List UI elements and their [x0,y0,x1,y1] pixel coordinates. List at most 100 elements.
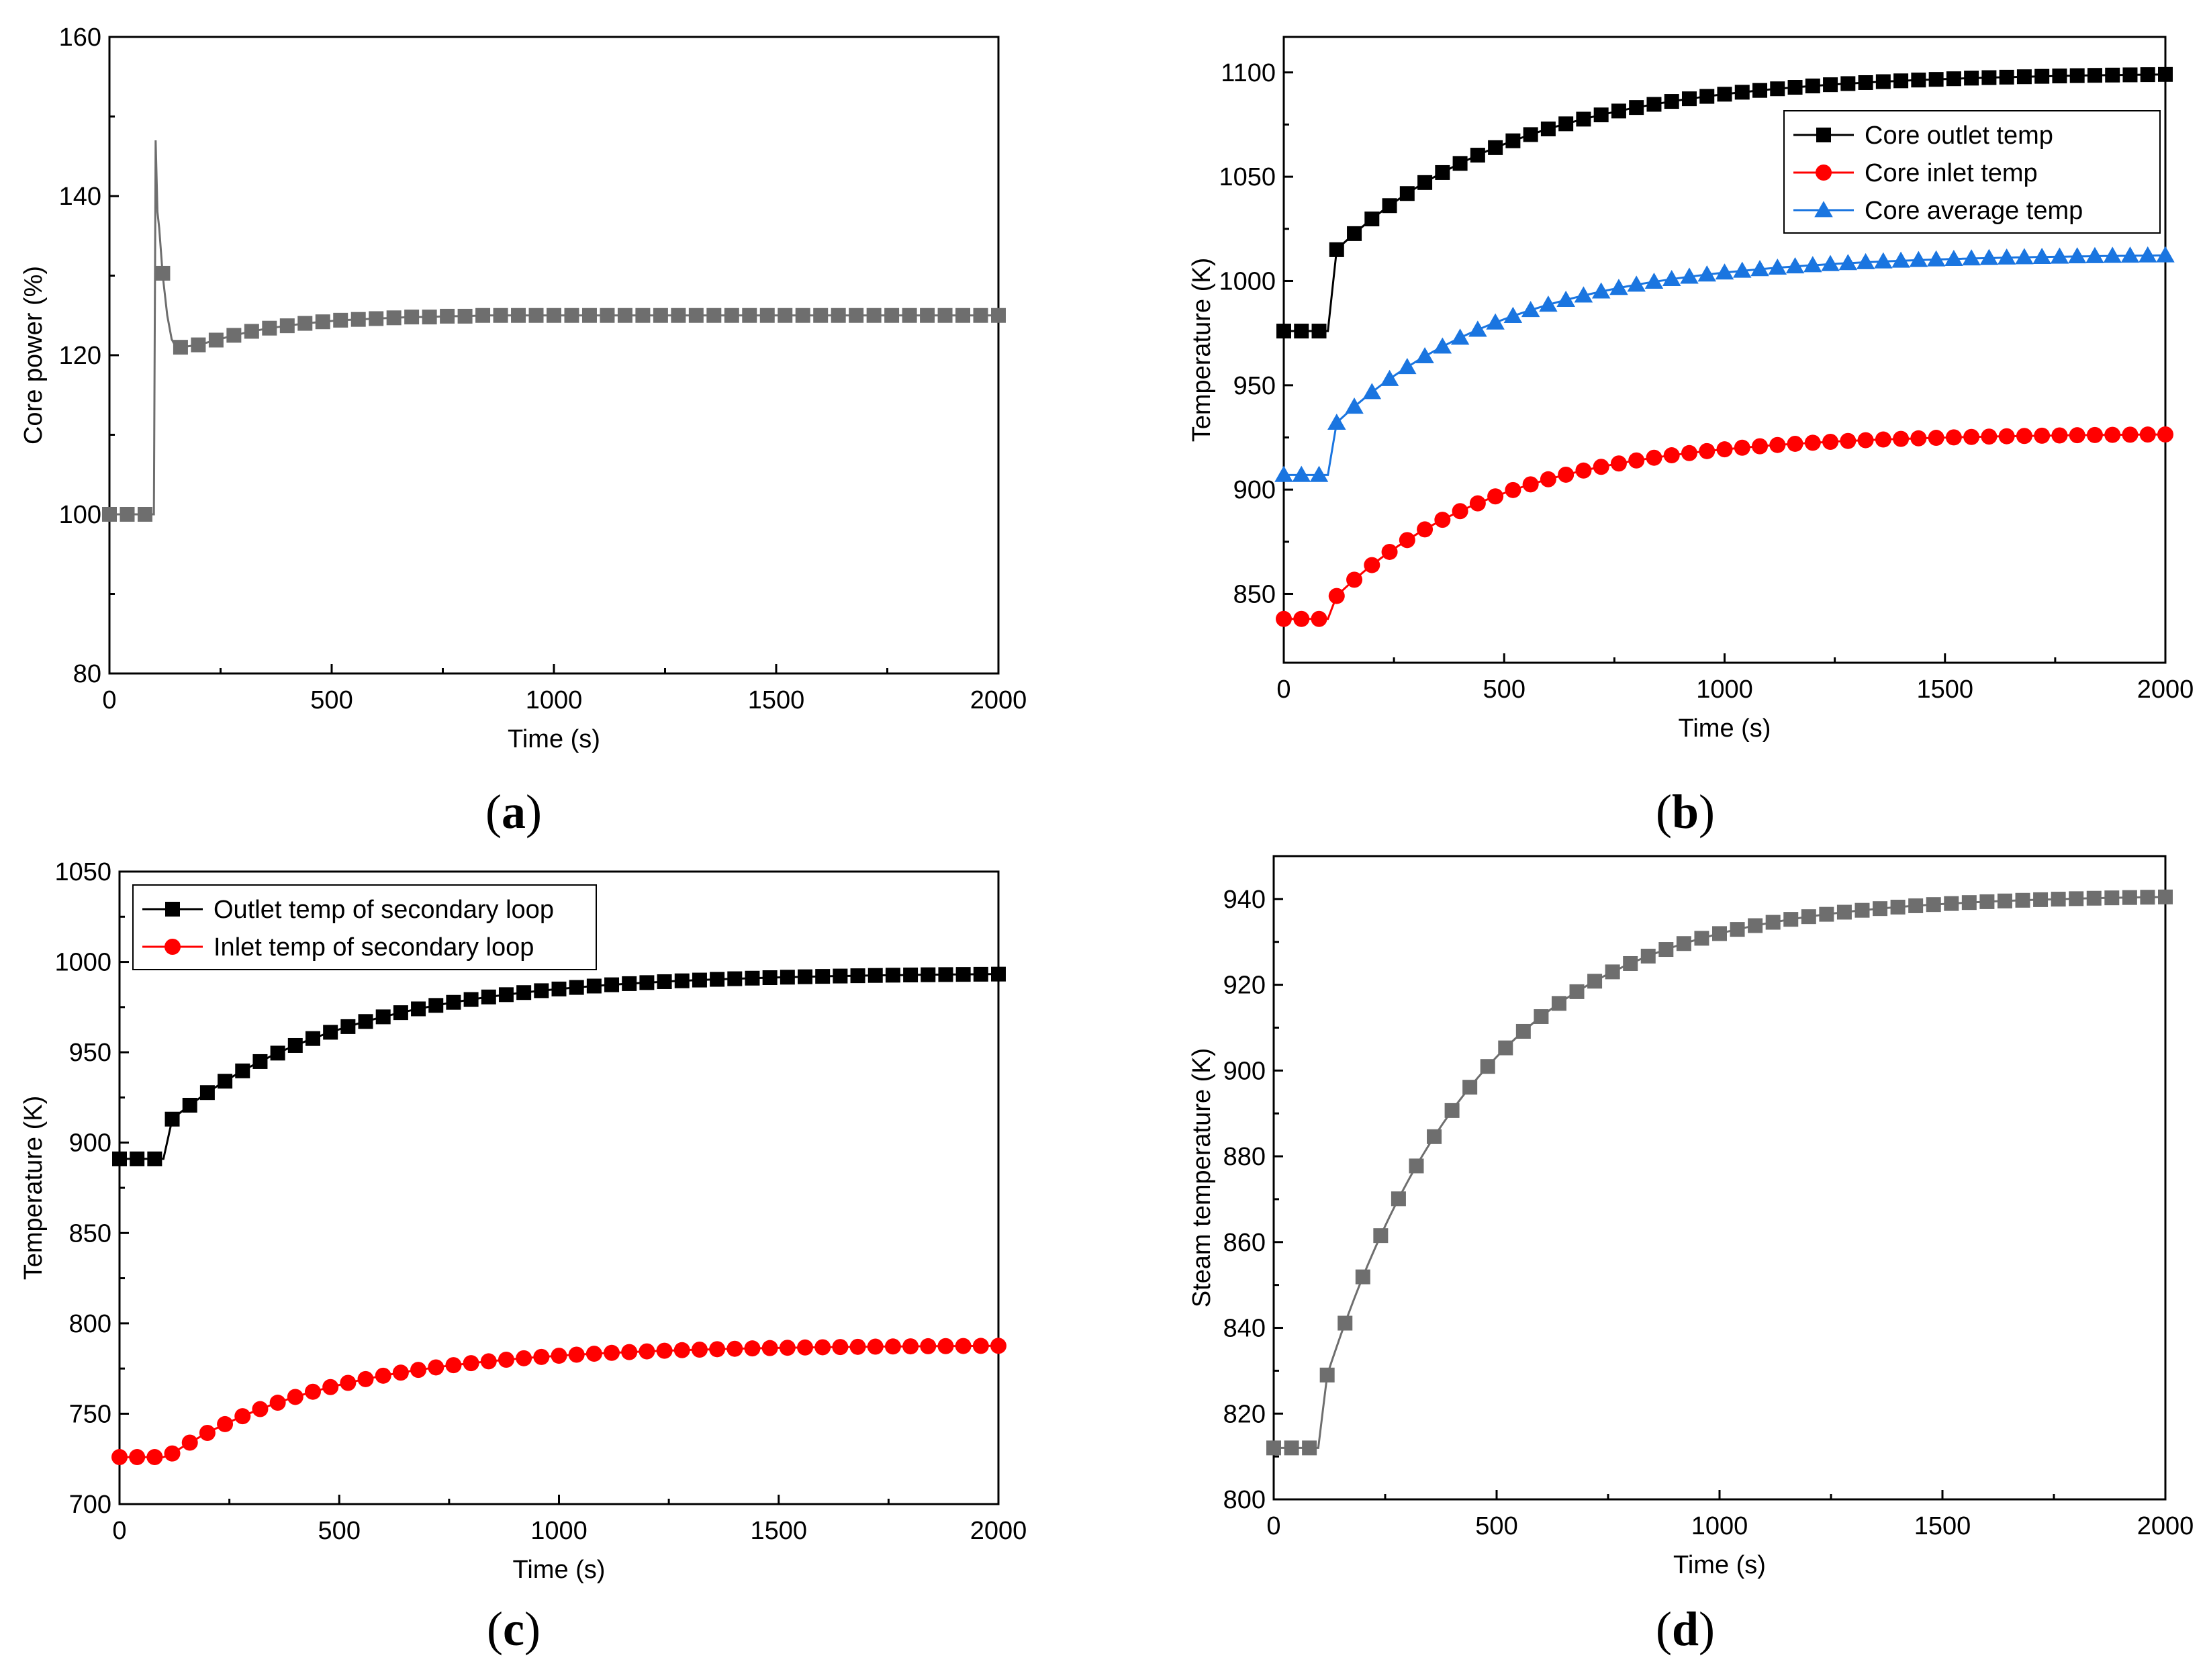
x-tick-label: 1500 [1914,1512,1971,1540]
data-point [727,971,743,986]
data-point [745,970,760,986]
series-line [1284,433,2165,620]
data-point [692,972,707,988]
data-point [1874,252,1893,269]
data-point [1840,76,1856,91]
data-point [1699,89,1715,104]
y-tick-label: 80 [73,660,101,688]
data-point [1664,94,1679,109]
x-tick-label: 500 [1483,675,1525,704]
y-tick-label: 950 [69,1039,111,1067]
data-point [1611,103,1626,119]
data-point [2034,68,2050,84]
data-point [706,308,722,323]
data-point [1734,439,1750,456]
data-point [410,1362,427,1379]
data-point [1821,254,1840,271]
data-point [833,968,848,984]
data-point [1997,893,2012,908]
data-point [1823,77,1838,93]
data-point [1646,449,1662,466]
data-point [617,308,632,323]
data-point [534,983,549,998]
data-point [1293,610,1310,627]
data-point [528,308,544,323]
data-point [744,1340,761,1357]
data-point [1487,488,1504,505]
data-point [1715,263,1734,280]
data-point [1417,521,1434,538]
x-tick-label: 1000 [526,686,583,714]
data-point [1909,250,1928,267]
data-point [1961,895,1977,911]
data-point [2034,427,2051,444]
panel-label: (a) [485,785,542,839]
data-point [446,994,461,1010]
data-point [262,320,277,336]
data-point [1928,72,1944,87]
data-point [1662,269,1681,287]
legend: Core outlet temp Core inlet temp Core aver… [1783,110,2161,234]
data-point [815,969,831,984]
y-tick-label: 940 [1223,886,1266,914]
x-tick-label: 2000 [970,1517,1027,1545]
data-point [1730,922,1745,937]
data-point [639,1343,655,1360]
y-tick-label: 900 [1233,476,1276,504]
data-point [779,1340,796,1356]
data-point [621,1344,638,1360]
data-point [1858,75,1873,90]
data-point [1857,432,1874,449]
series-line [120,973,999,1160]
data-point [129,1449,146,1466]
data-point [604,1344,620,1361]
data-point [1284,1440,1299,1456]
data-point [350,312,366,327]
data-point [1276,610,1292,627]
data-point [1434,512,1451,528]
data-point [1327,413,1346,430]
data-point [1640,948,1656,964]
x-tick-label: 0 [112,1517,126,1545]
y-tick-label: 120 [59,342,101,370]
data-point [1328,588,1345,604]
y-tick-label: 1050 [1219,163,1276,191]
data-point [2087,68,2102,83]
data-point [1558,116,1574,132]
data-point [973,308,988,323]
data-point [244,324,259,339]
data-point [2085,246,2104,263]
data-point [287,1389,303,1405]
data-point [902,1338,919,1355]
legend: Outlet temp of secondary loop Inlet temp … [132,884,597,970]
y-tick-label: 900 [1223,1057,1266,1085]
data-point [1910,430,1927,447]
panel-paren-close: ) [524,1602,541,1656]
data-point [1801,909,1816,925]
data-point [604,977,620,992]
data-point [1468,320,1487,337]
data-point [1605,964,1620,980]
data-point [146,1449,163,1466]
data-point [1836,904,1852,920]
data-point [1945,429,1962,446]
data-point [1681,91,1697,107]
data-point [2156,246,2175,263]
data-point [130,1151,145,1166]
panel-paren-open: ( [1656,1602,1672,1656]
data-point [991,308,1006,323]
data-point [955,1338,972,1354]
data-point [1663,447,1680,464]
data-point [1750,260,1769,277]
data-point [1733,261,1752,278]
data-point [1399,532,1415,549]
data-point [1486,313,1505,330]
data-point [2103,246,2122,263]
x-tick-label: 1000 [530,1517,588,1545]
legend-label: Inlet temp of secondary loop [214,933,534,962]
data-point [1964,71,1979,86]
data-point [1785,257,1805,274]
data-point [1488,140,1503,155]
panel-c: 0 500 1000 1500 2000 700 750 800 850 900 950 1000 10… [19,858,1027,1656]
x-tick-label: 0 [1266,1512,1280,1540]
